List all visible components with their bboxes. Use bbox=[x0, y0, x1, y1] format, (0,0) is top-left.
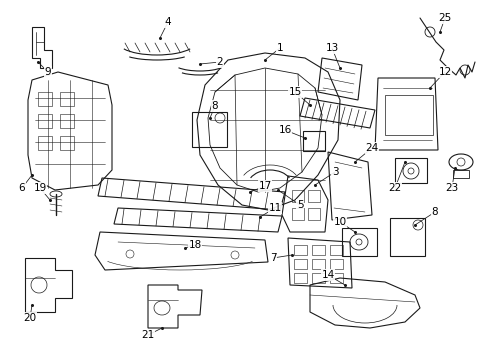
Bar bbox=[291, 190, 304, 202]
Bar bbox=[389, 218, 424, 256]
Text: 16: 16 bbox=[278, 125, 291, 135]
Bar bbox=[293, 245, 306, 255]
Bar bbox=[384, 95, 432, 135]
Bar bbox=[293, 273, 306, 283]
Text: 12: 12 bbox=[437, 67, 451, 77]
Text: 2: 2 bbox=[216, 57, 223, 67]
Text: 1: 1 bbox=[276, 43, 283, 53]
Bar bbox=[38, 92, 52, 106]
Bar bbox=[293, 259, 306, 269]
Text: 9: 9 bbox=[44, 67, 51, 77]
Bar bbox=[38, 114, 52, 128]
Text: 8: 8 bbox=[211, 101, 218, 111]
Bar bbox=[452, 170, 468, 178]
Bar bbox=[311, 245, 325, 255]
Bar bbox=[192, 112, 226, 147]
Bar bbox=[60, 114, 74, 128]
Text: 21: 21 bbox=[141, 330, 154, 340]
Bar bbox=[311, 259, 325, 269]
Bar bbox=[341, 228, 376, 256]
Bar bbox=[394, 158, 426, 183]
Text: 17: 17 bbox=[258, 181, 271, 191]
Bar bbox=[307, 190, 319, 202]
Bar bbox=[60, 136, 74, 150]
Bar bbox=[329, 245, 342, 255]
Bar bbox=[329, 273, 342, 283]
Text: 10: 10 bbox=[333, 217, 346, 227]
Text: 23: 23 bbox=[445, 183, 458, 193]
Text: 24: 24 bbox=[365, 143, 378, 153]
Text: 4: 4 bbox=[164, 17, 171, 27]
Text: 14: 14 bbox=[321, 270, 334, 280]
Bar bbox=[307, 208, 319, 220]
Text: 19: 19 bbox=[33, 183, 46, 193]
Text: 3: 3 bbox=[331, 167, 338, 177]
Text: 8: 8 bbox=[431, 207, 437, 217]
Text: 11: 11 bbox=[268, 203, 281, 213]
Text: 22: 22 bbox=[387, 183, 401, 193]
Bar bbox=[311, 273, 325, 283]
Bar bbox=[303, 131, 325, 151]
Text: 13: 13 bbox=[325, 43, 338, 53]
Bar bbox=[291, 208, 304, 220]
Text: 15: 15 bbox=[288, 87, 301, 97]
Text: 18: 18 bbox=[188, 240, 201, 250]
Bar bbox=[329, 259, 342, 269]
Bar bbox=[38, 136, 52, 150]
Text: 25: 25 bbox=[437, 13, 451, 23]
Text: 5: 5 bbox=[296, 200, 303, 210]
Text: 20: 20 bbox=[23, 313, 37, 323]
Text: 6: 6 bbox=[19, 183, 25, 193]
Bar bbox=[60, 92, 74, 106]
Text: 7: 7 bbox=[269, 253, 276, 263]
